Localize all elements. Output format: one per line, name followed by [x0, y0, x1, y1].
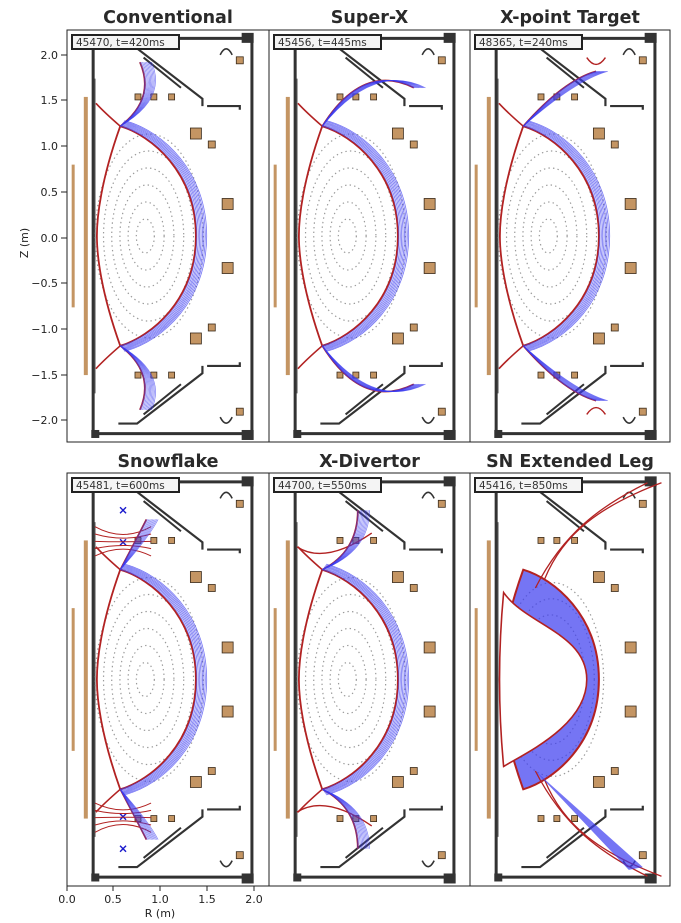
shot-label: 44700, t=550ms — [273, 477, 382, 493]
panel-title: Conventional — [103, 8, 233, 28]
panel-xdivertor: X-Divertor 44700, t=550ms — [268, 452, 471, 887]
pf-coils — [134, 56, 244, 416]
y-tick-label: −1.5 — [31, 369, 58, 382]
panel-conventional: Conventional 45470, t=420ms — [66, 8, 270, 443]
vessel-wall — [91, 476, 254, 884]
x-tick-label: 0.0 — [58, 893, 76, 906]
shot-label-text: 45416, t=850ms — [479, 480, 568, 492]
sol-flux-lines — [523, 120, 611, 352]
shot-label-text: 45456, t=445ms — [278, 37, 367, 49]
sol-flux-lines — [322, 563, 410, 796]
x-point-marker — [119, 845, 127, 853]
panel-title: Super-X — [331, 8, 409, 28]
solenoid-coils — [273, 540, 290, 819]
panel-frame — [469, 472, 671, 887]
y-axis-label: Z (m) — [18, 228, 31, 258]
x-tick-label: 1.0 — [151, 893, 169, 906]
y-tick-label: −0.5 — [31, 277, 58, 290]
panel-frame — [469, 29, 671, 443]
y-tick-label: 0.5 — [41, 186, 59, 199]
core-flux-surfaces — [296, 133, 406, 339]
panel-superx: Super-X 45456, t=445ms — [268, 8, 471, 443]
panel-snowflake: Snowflake 45481, t=600ms — [66, 452, 270, 887]
pf-coils — [134, 499, 244, 860]
y-tick-label: −1.0 — [31, 323, 58, 336]
shot-label: 45481, t=600ms — [71, 477, 180, 493]
core-flux-surfaces — [94, 576, 204, 783]
core-flux-surfaces — [497, 133, 607, 339]
panel-xpt: X-point Target 48365, t=240ms — [469, 8, 671, 443]
sol-flux-lines — [120, 563, 208, 796]
panel-title: Snowflake — [117, 452, 218, 472]
y-axis: Z (m) 2.0 1.5 1.0 0.5 0.0 −0.5 −1.0 −1.5 −2.0 — [18, 49, 67, 427]
vessel-wall — [293, 476, 456, 884]
y-tick-label: 1.0 — [41, 140, 59, 153]
pf-coils — [537, 56, 647, 416]
shot-label: 48365, t=240ms — [474, 34, 583, 50]
vessel-wall — [494, 32, 657, 440]
x-tick-label: 0.5 — [104, 893, 122, 906]
separatrix — [95, 61, 197, 411]
x-tick-labels: 0.0 0.5 1.0 1.5 2.0 — [58, 886, 263, 906]
x-tick-label: 1.5 — [198, 893, 216, 906]
panel-title: X-point Target — [500, 8, 640, 28]
pf-coils — [336, 56, 446, 416]
pf-coils — [537, 499, 647, 860]
y-tick-label: 1.5 — [41, 94, 59, 107]
shot-label: 45416, t=850ms — [474, 477, 583, 493]
x-tick-label: 2.0 — [245, 893, 263, 906]
sol-flux-lines — [120, 120, 208, 352]
separatrix — [498, 482, 662, 877]
core-flux-surfaces — [94, 133, 204, 339]
solenoid-coils — [71, 96, 88, 376]
shot-label-text: 44700, t=550ms — [278, 480, 367, 492]
pf-coils — [336, 499, 446, 860]
solenoid-coils — [71, 540, 88, 819]
separatrix — [94, 506, 197, 853]
shot-label-text: 48365, t=240ms — [479, 37, 568, 49]
panel-snel: SN Extended Leg 45416, t=850ms — [469, 452, 671, 887]
y-tick-labels: 2.0 1.5 1.0 0.5 0.0 −0.5 −1.0 −1.5 −2.0 — [31, 49, 67, 427]
core-flux-surfaces — [296, 576, 406, 783]
panel-title: SN Extended Leg — [486, 452, 654, 472]
panel-grid: Conventional 45470, t=420ms Super-X 45456, … — [66, 8, 671, 887]
x-axis: 0.0 0.5 1.0 1.5 2.0 R (m) — [58, 886, 263, 920]
solenoid-coils — [273, 96, 290, 376]
y-tick-label: −2.0 — [31, 414, 58, 427]
shot-label-text: 45470, t=420ms — [76, 37, 165, 49]
shot-label-text: 45481, t=600ms — [76, 480, 165, 492]
separatrix — [296, 510, 399, 849]
y-tick-label: 0.0 — [41, 232, 59, 245]
solenoid-coils — [474, 540, 491, 819]
x-point-marker — [119, 506, 127, 514]
shot-label: 45456, t=445ms — [273, 34, 382, 50]
y-tick-label: 2.0 — [41, 49, 59, 62]
panel-title: X-Divertor — [319, 452, 420, 472]
x-axis-label: R (m) — [145, 907, 175, 920]
sol-flux-lines — [322, 120, 410, 352]
shot-label: 45470, t=420ms — [71, 34, 180, 50]
solenoid-coils — [474, 96, 491, 376]
